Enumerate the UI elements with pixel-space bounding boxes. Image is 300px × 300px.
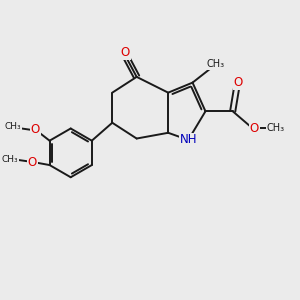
Text: O: O bbox=[28, 156, 37, 169]
Text: O: O bbox=[31, 123, 40, 136]
Text: CH₃: CH₃ bbox=[206, 59, 225, 69]
Text: O: O bbox=[234, 76, 243, 89]
Text: CH₃: CH₃ bbox=[2, 155, 19, 164]
Text: CH₃: CH₃ bbox=[267, 124, 285, 134]
Text: CH₃: CH₃ bbox=[5, 122, 22, 131]
Text: O: O bbox=[250, 122, 259, 135]
Text: NH: NH bbox=[179, 134, 197, 146]
Text: O: O bbox=[121, 46, 130, 59]
